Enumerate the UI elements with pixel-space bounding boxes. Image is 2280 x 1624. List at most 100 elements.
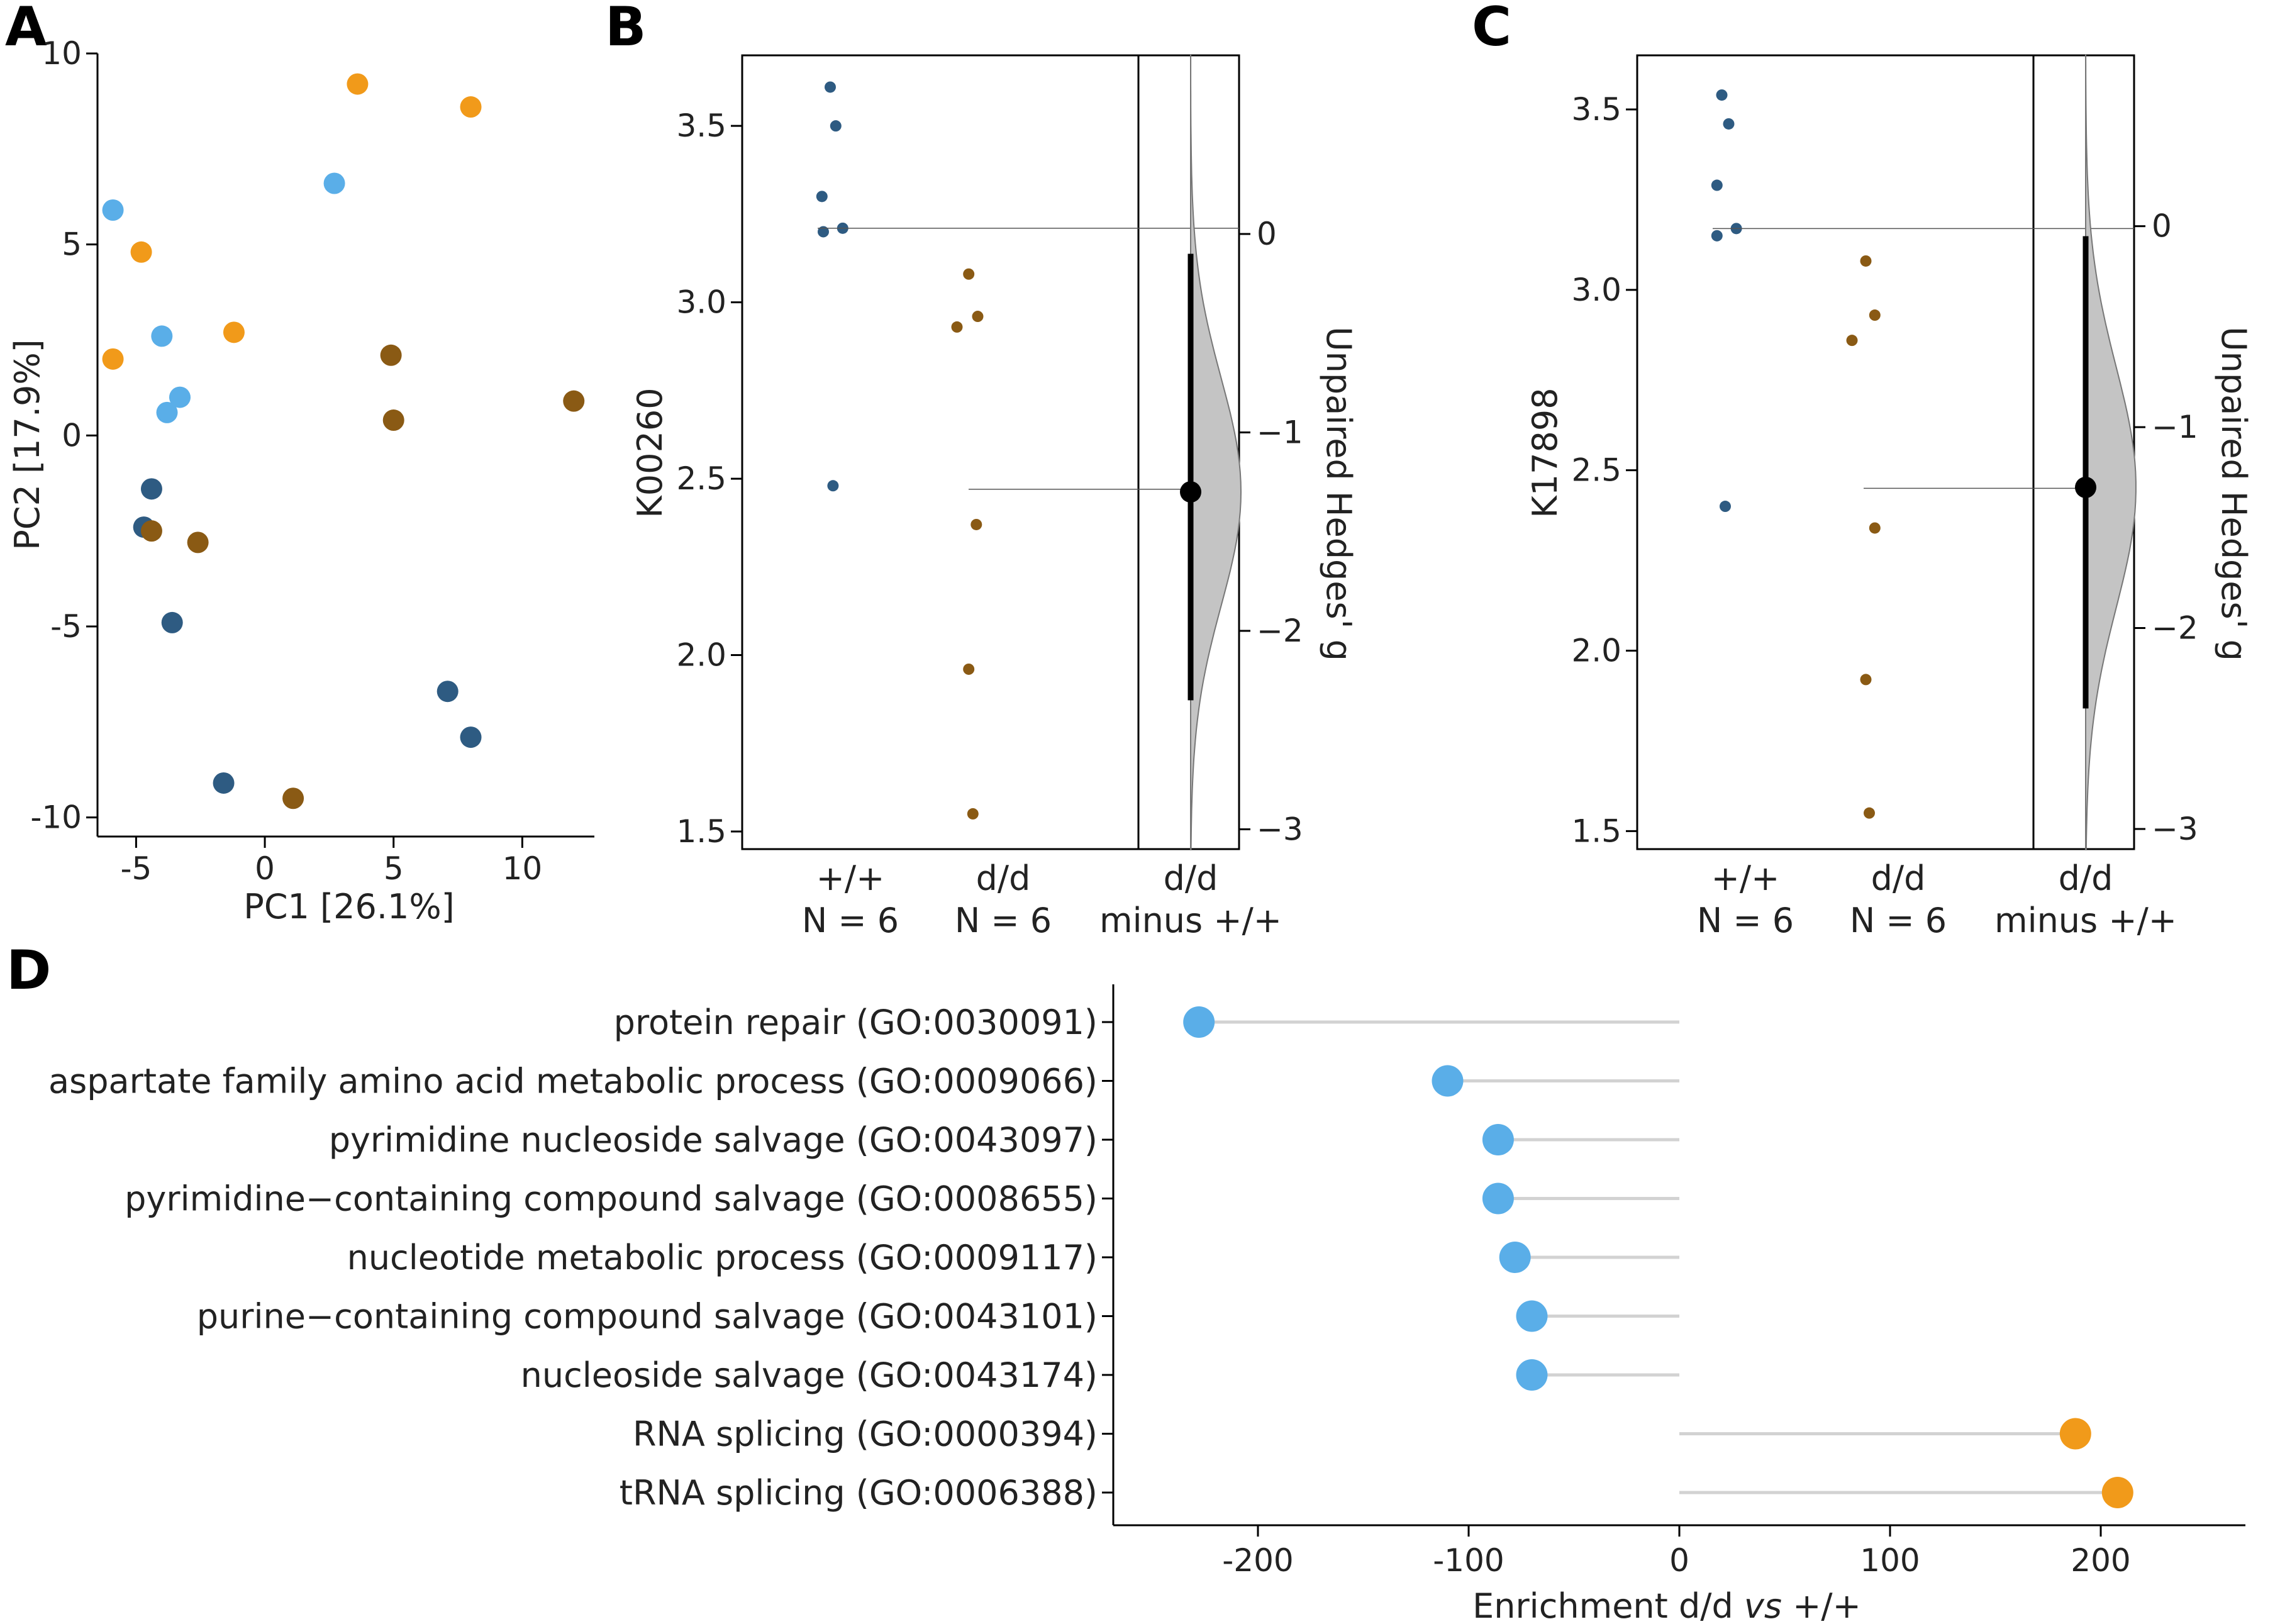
a-point [323, 172, 345, 194]
panel-a-pca-plot: -5 0 5 10 -10 -5 0 5 10 PC1 [26.1%] PC2 [17.9%] [8, 35, 594, 926]
d-x-tick-label: 0 [1669, 1542, 1689, 1579]
b-bootstrap-density [1190, 55, 1242, 850]
c-point [1869, 522, 1881, 534]
c-point [1720, 501, 1731, 513]
d-category-label: protein repair (GO:0030091) [614, 1003, 1098, 1042]
a-y-tick-label: -10 [30, 799, 82, 836]
d-x-tick-label: 100 [1860, 1542, 1920, 1579]
b-right-ticks: 0 −1 −2 −3 [1239, 216, 1303, 847]
d-x-tick-label: -100 [1433, 1542, 1504, 1579]
a-x-label: PC1 [26.1%] [243, 887, 454, 926]
c-point [1716, 89, 1728, 101]
d-category-label: pyrimidine−containing compound salvage (… [125, 1179, 1098, 1219]
c-data [1711, 55, 2137, 850]
c-point [1860, 674, 1872, 686]
a-point [140, 478, 162, 500]
d-lollipop-point [1432, 1065, 1464, 1097]
panel-label-c: C [1472, 0, 1511, 58]
panel-label-d: D [6, 939, 51, 1002]
c-group2-n: N = 6 [1850, 901, 1947, 940]
c-effect-label-1: d/d [2059, 859, 2113, 898]
b-y-ticks: 1.5 2.0 2.5 3.0 3.5 [676, 108, 742, 850]
d-category-label: aspartate family amino acid metabolic pr… [48, 1062, 1098, 1101]
b-point [825, 81, 836, 93]
c-right-tick-label: 0 [2152, 208, 2172, 245]
b-point [972, 311, 984, 323]
a-point [380, 344, 402, 366]
b-group2-label: d/d [976, 859, 1031, 898]
a-x-tick-label: 5 [384, 850, 404, 887]
a-point [223, 321, 245, 343]
a-x-tick-label: 10 [503, 850, 543, 887]
c-right-y-label: Unpaired Hedges' g [2214, 326, 2254, 661]
d-lollipop-point [1482, 1124, 1514, 1155]
b-data [816, 55, 1242, 850]
d-lollipop-point [2059, 1418, 2091, 1450]
c-bootstrap-density [2085, 55, 2137, 850]
c-point [1869, 309, 1881, 321]
a-point [382, 409, 404, 431]
c-right-tick-label: −3 [2152, 811, 2198, 847]
a-y-tick-label: 5 [62, 226, 82, 263]
d-lollipop-point [1499, 1242, 1531, 1273]
b-y-tick-label: 3.0 [676, 284, 726, 321]
b-right-y-label: Unpaired Hedges' g [1319, 326, 1359, 661]
b-point [827, 480, 839, 492]
d-lollipop-point [1516, 1359, 1548, 1391]
c-group2-label: d/d [1871, 859, 1926, 898]
b-point [816, 191, 828, 203]
b-right-tick-label: 0 [1257, 216, 1277, 252]
b-point [830, 120, 842, 132]
d-x-tick-label: -200 [1222, 1542, 1293, 1579]
a-point [347, 73, 369, 95]
d-category-label: purine−containing compound salvage (GO:0… [197, 1297, 1098, 1337]
a-point [169, 386, 191, 408]
a-x-tick-label: 0 [255, 850, 275, 887]
b-y-tick-label: 2.5 [676, 460, 726, 497]
b-right-tick-label: −3 [1257, 811, 1303, 847]
d-lollipop-point [1482, 1182, 1514, 1215]
panel-b-estimation-plot: 1.5 2.0 2.5 3.0 3.5 0 −1 −2 −3 +/+ N = 6 d/d N … [630, 54, 1359, 940]
c-point [1723, 118, 1735, 130]
a-points [102, 73, 585, 809]
panel-label-b: B [605, 0, 647, 58]
c-point [1846, 335, 1858, 347]
c-y-tick-label: 2.0 [1571, 633, 1621, 669]
b-effect-label-1: d/d [1164, 859, 1218, 898]
d-x-label-prefix: Enrichment d/d [1472, 1586, 1744, 1624]
a-point [437, 681, 459, 703]
a-point [460, 726, 482, 748]
b-y-tick-label: 3.5 [676, 108, 726, 144]
c-y-tick-label: 3.5 [1571, 91, 1621, 128]
c-effect-size-point [2075, 476, 2096, 498]
b-effect-label-2: minus +/+ [1099, 901, 1282, 940]
d-lollipop-point [1516, 1300, 1548, 1332]
a-point [460, 96, 482, 118]
c-point [1860, 255, 1872, 267]
c-point [1864, 807, 1875, 819]
panel-label-a: A [5, 0, 47, 58]
d-category-label: pyrimidine nucleoside salvage (GO:004309… [329, 1120, 1098, 1160]
a-point [156, 401, 178, 423]
a-y-tick-label: 10 [42, 35, 82, 72]
a-point [161, 611, 183, 633]
c-point [1711, 230, 1723, 242]
a-point [130, 241, 152, 263]
d-lollipop-point [2101, 1477, 2133, 1508]
c-y-tick-label: 3.0 [1571, 272, 1621, 308]
a-point [187, 531, 209, 553]
d-lollipop-point [1183, 1006, 1215, 1038]
b-right-tick-label: −2 [1257, 613, 1303, 649]
b-group1-label: +/+ [816, 859, 885, 898]
d-x-ticks: -200 -100 0 100 200 [1222, 1525, 2131, 1579]
d-x-label-vs: vs [1744, 1586, 1782, 1624]
d-x-label-suffix: +/+ [1782, 1586, 1861, 1624]
d-rows: protein repair (GO:0030091) aspartate fam… [48, 1003, 2133, 1513]
a-point [102, 199, 124, 221]
d-x-label: Enrichment d/d vs +/+ [1472, 1586, 1861, 1624]
a-point [140, 520, 162, 542]
b-group1-n: N = 6 [802, 901, 899, 940]
b-point [818, 226, 829, 238]
b-group2-n: N = 6 [955, 901, 1052, 940]
b-point [963, 268, 975, 280]
